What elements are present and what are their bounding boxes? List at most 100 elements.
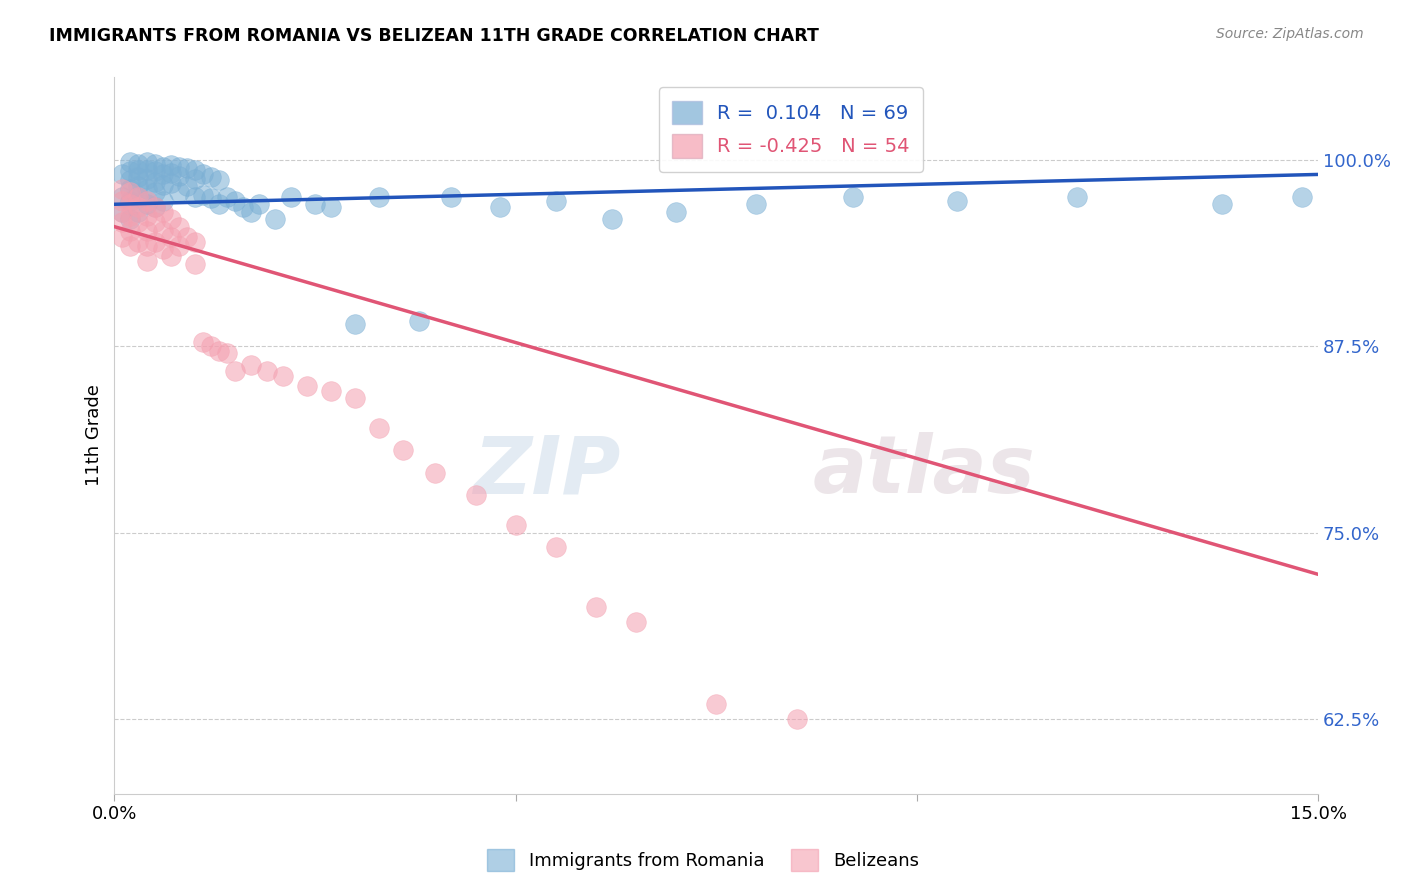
Point <box>183 257 205 271</box>
Point <box>224 364 246 378</box>
Point <box>167 219 190 234</box>
Point <box>127 190 149 204</box>
Point <box>232 200 254 214</box>
Point <box>344 317 367 331</box>
Point <box>159 159 181 173</box>
Point <box>505 518 527 533</box>
Legend: Immigrants from Romania, Belizeans: Immigrants from Romania, Belizeans <box>479 842 927 879</box>
Point <box>127 163 149 178</box>
Point <box>127 179 149 194</box>
Point <box>111 190 134 204</box>
Point <box>143 200 166 214</box>
Point <box>127 170 149 185</box>
Point <box>585 600 607 615</box>
Point <box>665 204 688 219</box>
Point <box>215 190 238 204</box>
Point <box>425 466 447 480</box>
Point <box>247 197 270 211</box>
Point <box>271 368 294 383</box>
Point <box>127 204 149 219</box>
Point <box>127 235 149 249</box>
Point <box>745 197 768 211</box>
Point <box>167 169 190 183</box>
Point <box>600 212 623 227</box>
Point <box>111 204 134 219</box>
Point <box>239 204 262 219</box>
Point <box>786 712 808 726</box>
Point <box>319 384 342 398</box>
Point <box>704 697 727 711</box>
Point <box>208 173 231 187</box>
Point <box>135 172 157 186</box>
Point <box>280 190 302 204</box>
Point <box>183 163 205 178</box>
Point <box>111 230 134 244</box>
Point <box>167 160 190 174</box>
Point <box>208 197 231 211</box>
Point <box>215 346 238 360</box>
Point <box>111 182 134 196</box>
Point <box>152 160 174 174</box>
Point <box>319 200 342 214</box>
Point <box>1066 190 1088 204</box>
Point <box>120 209 142 223</box>
Point <box>143 215 166 229</box>
Point <box>159 230 181 244</box>
Point <box>120 224 142 238</box>
Point <box>120 239 142 253</box>
Point <box>408 313 430 327</box>
Point <box>1291 190 1313 204</box>
Point <box>624 615 647 629</box>
Point <box>200 170 222 185</box>
Point <box>176 161 198 176</box>
Point <box>143 175 166 189</box>
Point <box>191 168 214 182</box>
Point <box>120 173 142 187</box>
Point <box>120 197 142 211</box>
Point <box>135 197 157 211</box>
Point <box>544 194 567 209</box>
Point <box>176 230 198 244</box>
Point <box>127 157 149 171</box>
Point <box>127 200 149 214</box>
Point <box>143 186 166 200</box>
Point <box>183 172 205 186</box>
Point <box>152 204 174 219</box>
Point <box>224 194 246 209</box>
Text: ZIP: ZIP <box>472 433 620 510</box>
Point <box>191 188 214 202</box>
Point <box>946 194 969 209</box>
Point <box>344 391 367 405</box>
Point <box>183 235 205 249</box>
Point <box>135 155 157 169</box>
Point <box>143 164 166 178</box>
Point <box>143 157 166 171</box>
Point <box>368 190 391 204</box>
Point <box>200 339 222 353</box>
Point <box>120 212 142 227</box>
Point <box>183 190 205 204</box>
Point <box>120 155 142 169</box>
Point <box>111 168 134 182</box>
Point <box>256 364 278 378</box>
Point <box>159 250 181 264</box>
Point <box>111 215 134 229</box>
Point <box>159 177 181 191</box>
Text: IMMIGRANTS FROM ROMANIA VS BELIZEAN 11TH GRADE CORRELATION CHART: IMMIGRANTS FROM ROMANIA VS BELIZEAN 11TH… <box>49 27 820 45</box>
Point <box>143 200 166 214</box>
Point <box>440 190 463 204</box>
Point <box>295 379 318 393</box>
Point <box>135 239 157 253</box>
Point <box>841 190 863 204</box>
Point <box>200 191 222 205</box>
Y-axis label: 11th Grade: 11th Grade <box>86 384 103 486</box>
Point <box>152 168 174 182</box>
Point <box>368 421 391 435</box>
Point <box>464 488 486 502</box>
Point <box>111 204 134 219</box>
Point <box>135 163 157 178</box>
Text: atlas: atlas <box>813 433 1035 510</box>
Point <box>167 186 190 200</box>
Point <box>135 209 157 223</box>
Legend: R =  0.104   N = 69, R = -0.425   N = 54: R = 0.104 N = 69, R = -0.425 N = 54 <box>659 87 924 171</box>
